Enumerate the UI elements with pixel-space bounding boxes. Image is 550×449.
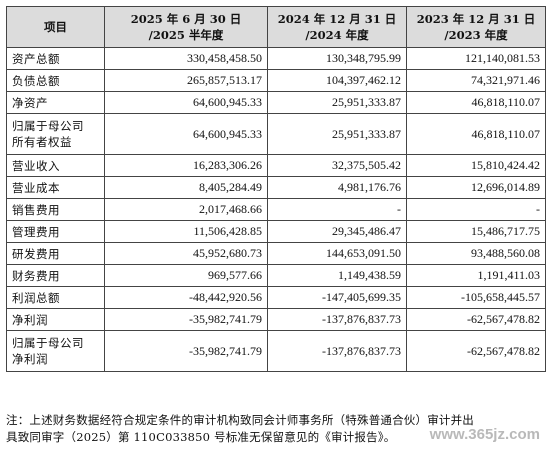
cell-v2023: -62,567,478.82	[406, 308, 546, 331]
cell-v2023: 46,818,110.07	[406, 113, 546, 155]
cell-v2024: 25,951,333.87	[267, 113, 407, 155]
table-row: 营业收入 16,283,306.26 32,375,505.42 15,810,424…	[6, 154, 546, 177]
row-label: 利润总额	[6, 286, 105, 309]
table-row: 利润总额 -48,442,920.56 -147,405,699.35 -105,65…	[6, 286, 546, 309]
row-label: 归属于母公司 净利润	[6, 330, 105, 372]
cell-v2025: -48,442,920.56	[104, 286, 268, 309]
header-2024: 2024 年 12 月 31 日 /2024 年度	[267, 6, 407, 48]
cell-v2024: 4,981,176.76	[267, 176, 407, 199]
header-2025: 2025 年 6 月 30 日 /2025 半年度	[104, 6, 268, 48]
table-row: 资产总额 330,458,458.50 130,348,795.99 121,140,…	[6, 47, 546, 70]
cell-v2024: -	[267, 198, 407, 221]
header-item: 项目	[6, 6, 105, 48]
row-label: 营业成本	[6, 176, 105, 199]
cell-v2025: 64,600,945.33	[104, 91, 268, 114]
cell-v2023: 121,140,081.53	[406, 47, 546, 70]
table-row: 净利润 -35,982,741.79 -137,876,837.73 -62,567,…	[6, 308, 546, 331]
cell-v2023: 74,321,971.46	[406, 69, 546, 92]
cell-v2024: 29,345,486.47	[267, 220, 407, 243]
cell-v2024: 104,397,462.12	[267, 69, 407, 92]
table-row: 财务费用 969,577.66 1,149,438.59 1,191,411.03	[6, 264, 546, 287]
cell-v2023: -105,658,445.57	[406, 286, 546, 309]
table-row: 负债总额 265,857,513.17 104,397,462.12 74,321,9…	[6, 69, 546, 92]
cell-v2025: 64,600,945.33	[104, 113, 268, 155]
row-label: 净利润	[6, 308, 105, 331]
table-row: 销售费用 2,017,468.66- -	[6, 198, 546, 221]
row-label: 营业收入	[6, 154, 105, 177]
cell-v2025: 969,577.66	[104, 264, 268, 287]
cell-v2023: 12,696,014.89	[406, 176, 546, 199]
row-label: 净资产	[6, 91, 105, 114]
table-row: 研发费用 45,952,680.73 144,653,091.50 93,488,56…	[6, 242, 546, 265]
cell-v2023: 93,488,560.08	[406, 242, 546, 265]
row-label: 销售费用	[6, 198, 105, 221]
cell-v2023: 46,818,110.07	[406, 91, 546, 114]
cell-v2025: 16,283,306.26	[104, 154, 268, 177]
table-header-row: 项目 2025 年 6 月 30 日 /2025 半年度 2024 年 12 月…	[6, 6, 546, 48]
cell-v2024: 130,348,795.99	[267, 47, 407, 70]
table-row: 归属于母公司 净利润 -35,982,741.79 -137,876,837.73 -6…	[6, 330, 546, 372]
table-row: 归属于母公司 所有者权益 64,600,945.33 25,951,333.87 46,…	[6, 113, 546, 155]
table-row: 净资产 64,600,945.33 25,951,333.87 46,818,110.…	[6, 91, 546, 114]
cell-v2023: 15,486,717.75	[406, 220, 546, 243]
cell-v2024: -137,876,837.73	[267, 330, 407, 372]
row-label: 管理费用	[6, 220, 105, 243]
header-2023: 2023 年 12 月 31 日 /2023 年度	[406, 6, 546, 48]
table-row: 管理费用 11,506,428.85 29,345,486.47 15,486,717…	[6, 220, 546, 243]
audit-note: 注：上述财务数据经符合规定条件的审计机构致同会计师事务所（特殊普通合伙）审计并出…	[6, 412, 545, 446]
cell-v2025: 265,857,513.17	[104, 69, 268, 92]
cell-v2025: -35,982,741.79	[104, 330, 268, 372]
cell-v2023: 15,810,424.42	[406, 154, 546, 177]
row-label: 资产总额	[6, 47, 105, 70]
cell-v2025: -35,982,741.79	[104, 308, 268, 331]
cell-v2025: 2,017,468.66	[104, 198, 268, 221]
cell-v2023: -62,567,478.82	[406, 330, 546, 372]
cell-v2024: -137,876,837.73	[267, 308, 407, 331]
cell-v2024: 1,149,438.59	[267, 264, 407, 287]
row-label: 负债总额	[6, 69, 105, 92]
note-line-1: 注：上述财务数据经符合规定条件的审计机构致同会计师事务所（特殊普通合伙）审计并出	[6, 413, 474, 427]
cell-v2025: 45,952,680.73	[104, 242, 268, 265]
cell-v2024: 32,375,505.42	[267, 154, 407, 177]
watermark: www.365jz.com	[429, 426, 540, 443]
cell-v2025: 8,405,284.49	[104, 176, 268, 199]
cell-v2023: -	[406, 198, 546, 221]
cell-v2023: 1,191,411.03	[406, 264, 546, 287]
table-row: 营业成本 8,405,284.49 4,981,176.76 12,696,014.8…	[6, 176, 546, 199]
cell-v2024: 144,653,091.50	[267, 242, 407, 265]
financial-data-table: 项目 2025 年 6 月 30 日 /2025 半年度 2024 年 12 月…	[6, 6, 546, 372]
cell-v2024: 25,951,333.87	[267, 91, 407, 114]
cell-v2025: 11,506,428.85	[104, 220, 268, 243]
cell-v2025: 330,458,458.50	[104, 47, 268, 70]
row-label: 归属于母公司 所有者权益	[6, 113, 105, 155]
row-label: 财务费用	[6, 264, 105, 287]
note-line-2: 具致同审字（2025）第 110C033850 号标准无保留意见的《审计报告》。	[6, 430, 396, 444]
cell-v2024: -147,405,699.35	[267, 286, 407, 309]
row-label: 研发费用	[6, 242, 105, 265]
